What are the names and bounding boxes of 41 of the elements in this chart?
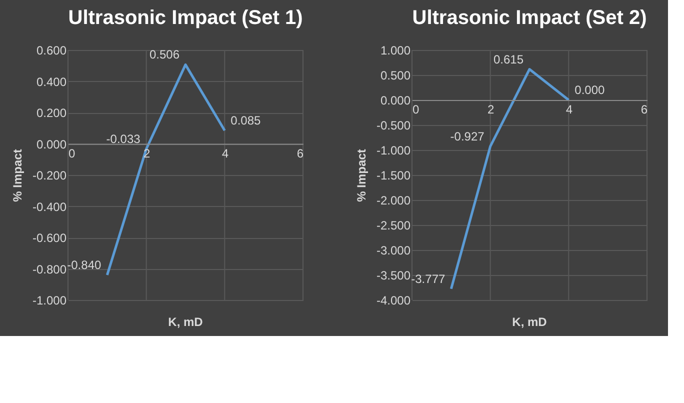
x-tick-label: 6 xyxy=(296,146,304,160)
x-tick-label: 4 xyxy=(222,146,229,160)
y-tick-label: -0.500 xyxy=(376,118,411,132)
y-tick-label: -3.000 xyxy=(376,244,411,258)
y-tick-label: -0.600 xyxy=(32,231,67,245)
x-tick-label: 0 xyxy=(412,102,420,116)
data-label: -0.927 xyxy=(450,129,485,144)
y-tick-label: -0.400 xyxy=(32,200,67,214)
chart-title: Ultrasonic Impact (Set 2) xyxy=(412,7,647,29)
y-tick-label: 0.000 xyxy=(380,94,411,108)
y-tick-label: -2.000 xyxy=(376,194,411,208)
data-label: 0.615 xyxy=(493,52,524,66)
y-tick-label: -0.800 xyxy=(32,262,67,276)
y-tick-label: -1.500 xyxy=(376,168,411,182)
y-tick-label: -2.500 xyxy=(376,218,411,232)
x-tick-label: 6 xyxy=(640,102,648,116)
y-tick-label: 1.000 xyxy=(380,44,411,58)
y-tick-label: -3.500 xyxy=(376,268,411,282)
y-tick-label: -0.200 xyxy=(32,168,67,182)
y-axis-title: % Impact xyxy=(10,149,24,202)
x-tick-label: 0 xyxy=(68,146,76,160)
chart-title: Ultrasonic Impact (Set 1) xyxy=(68,7,303,29)
x-tick-label: 2 xyxy=(487,102,494,116)
y-tick-label: 0.600 xyxy=(36,44,67,58)
data-label: -0.033 xyxy=(106,132,141,146)
y-tick-label: -1.000 xyxy=(376,144,411,158)
x-axis-title: K, mD xyxy=(168,315,204,329)
y-tick-label: 0.500 xyxy=(380,68,411,82)
y-tick-label: -4.000 xyxy=(376,294,411,308)
data-label: 0.085 xyxy=(230,113,262,128)
data-label: 0.506 xyxy=(149,48,180,62)
x-tick-label: 4 xyxy=(566,102,573,116)
data-label: 0.000 xyxy=(574,83,606,97)
y-axis-title: % Impact xyxy=(354,149,368,202)
data-label: -0.840 xyxy=(67,258,102,272)
y-tick-label: 0.400 xyxy=(36,74,67,89)
x-axis-title: K, mD xyxy=(512,315,548,329)
y-tick-label: 0.000 xyxy=(36,137,67,152)
y-tick-label: 0.200 xyxy=(36,106,67,120)
data-label: -3.777 xyxy=(411,272,446,286)
y-tick-label: -1.000 xyxy=(32,294,67,308)
